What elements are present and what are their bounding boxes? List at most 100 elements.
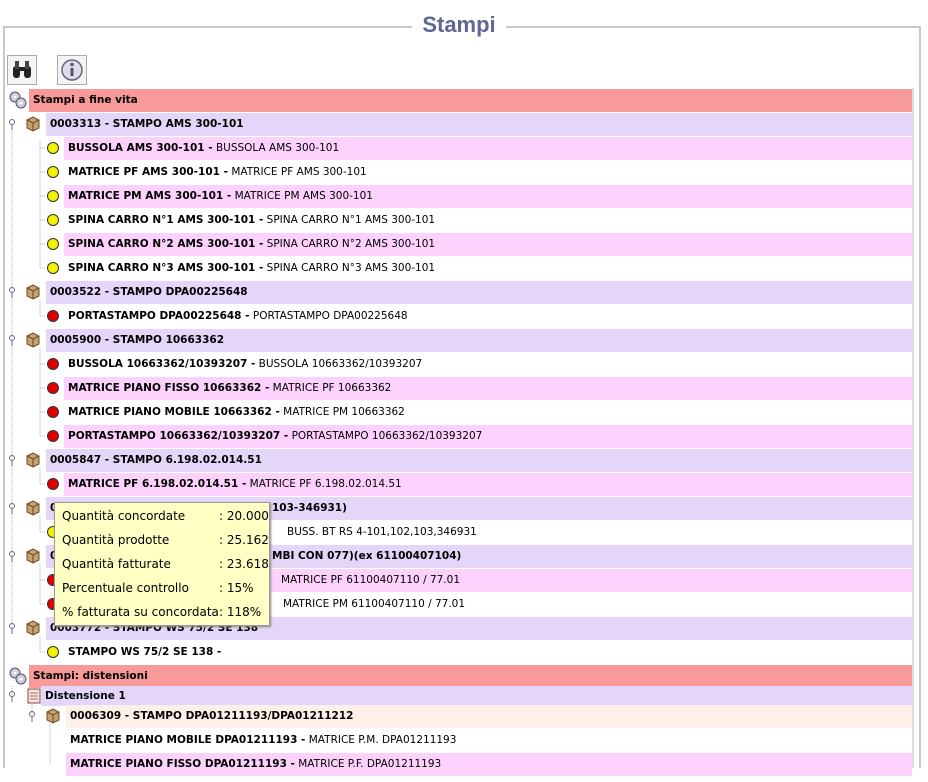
expander[interactable] — [8, 334, 16, 346]
status-dot — [47, 214, 59, 226]
tree-row: 0 — [50, 497, 57, 519]
title: Stampi — [412, 12, 506, 38]
tree-row: Stampi: distensioni — [33, 665, 148, 687]
row-code: 0005847 - STAMPO 6.198.02.014.51 — [50, 454, 262, 466]
tree-row: 0005900 - STAMPO 10663362 — [50, 329, 224, 351]
status-dot — [47, 382, 59, 394]
row-code: SPINA CARRO N°3 AMS 300-101 - — [68, 262, 264, 274]
row-code: SPINA CARRO N°2 AMS 300-101 - — [68, 238, 264, 250]
row-description: SPINA CARRO N°3 AMS 300-101 — [266, 262, 436, 274]
tree-row: MATRICE PF AMS 300-101 - MATRICE PF AMS … — [68, 161, 367, 183]
tree-row: 0 — [50, 545, 57, 567]
info-button[interactable] — [57, 55, 87, 85]
row-code: MATRICE PF AMS 300-101 - — [68, 166, 228, 178]
row-description: PORTASTAMPO 10663362/10393207 — [291, 430, 483, 442]
box-icon — [26, 548, 40, 564]
box-icon — [26, 284, 40, 300]
status-dot — [47, 478, 59, 490]
binoculars-icon — [13, 61, 31, 78]
row-description: BUSSOLA 10663362/10393207 — [258, 358, 423, 370]
row-code: BUSSOLA 10663362/10393207 - — [68, 358, 256, 370]
search-button[interactable] — [7, 55, 37, 85]
tooltip-label: % fatturata su concordata — [62, 605, 219, 619]
row-description: MATRICE P.M. DPA01211193 — [308, 734, 457, 746]
row-code: 0 — [50, 550, 57, 562]
row-code: BUSSOLA AMS 300-101 - — [68, 142, 213, 154]
tree-row: PORTASTAMPO DPA00225648 - PORTASTAMPO DP… — [68, 305, 408, 327]
tooltip-value: : 118% — [219, 605, 262, 619]
tooltip-value: : 15% — [219, 581, 254, 595]
tooltip-label: Quantità prodotte — [62, 533, 170, 547]
row-background — [64, 208, 912, 232]
box-icon — [26, 452, 40, 468]
row-description: MATRICE PF 10663362 — [272, 382, 392, 394]
row-description: MATRICE PM AMS 300-101 — [234, 190, 373, 202]
row-background — [46, 112, 912, 136]
tree-row: SPINA CARRO N°2 AMS 300-101 - SPINA CARR… — [68, 233, 435, 255]
scrollbar-edge — [912, 88, 914, 768]
row-code: 0003313 - STAMPO AMS 300-101 — [50, 118, 244, 130]
row-background — [64, 136, 912, 160]
row-code: Stampi: distensioni — [33, 670, 148, 682]
row-description: MATRICE PF 6.198.02.014.51 — [249, 478, 402, 490]
row-background — [66, 728, 912, 752]
status-dot — [47, 238, 59, 250]
row-background — [64, 472, 912, 496]
expander[interactable] — [8, 622, 16, 634]
row-background — [46, 328, 912, 352]
row-code: STAMPO WS 75/2 SE 138 - — [68, 646, 222, 658]
status-dot — [47, 430, 59, 442]
row-code: 0006309 - STAMPO DPA01211193/DPA01211212 — [70, 710, 354, 722]
tooltip-label: Quantità concordate — [62, 509, 186, 523]
tooltip-value: : 20.000 — [219, 509, 269, 523]
row-fragment: MBI CON 077)(ex 61100407104) — [272, 550, 462, 562]
row-background — [64, 640, 912, 664]
row-background — [64, 520, 912, 544]
expander[interactable] — [8, 454, 16, 466]
status-dot — [47, 166, 59, 178]
tree-row: STAMPO WS 75/2 SE 138 - — [68, 641, 221, 663]
row-code: MATRICE PIANO MOBILE 10663362 - — [68, 406, 280, 418]
doc-icon — [27, 688, 41, 704]
row-background — [29, 664, 912, 688]
row-description: MATRICE PF AMS 300-101 — [231, 166, 367, 178]
box-icon — [26, 332, 40, 348]
row-description: SPINA CARRO N°1 AMS 300-101 — [266, 214, 436, 226]
expander[interactable] — [8, 118, 16, 130]
row-background — [64, 376, 912, 400]
tree-row: BUSSOLA AMS 300-101 - BUSSOLA AMS 300-10… — [68, 137, 339, 159]
expander[interactable] — [8, 286, 16, 298]
tooltip-value: : 23.618 — [219, 557, 269, 571]
tree-row: MATRICE PM AMS 300-101 - MATRICE PM AMS … — [68, 185, 373, 207]
row-background — [64, 352, 912, 376]
row-description: BUSSOLA AMS 300-101 — [215, 142, 340, 154]
row-background — [66, 752, 912, 776]
tree-row: 0003313 - STAMPO AMS 300-101 — [50, 113, 244, 135]
row-background — [46, 280, 912, 304]
expander[interactable] — [28, 710, 36, 722]
tree-row: SPINA CARRO N°3 AMS 300-101 - SPINA CARR… — [68, 257, 435, 279]
box-icon — [26, 116, 40, 132]
row-code: MATRICE PIANO MOBILE DPA01211193 - — [70, 734, 306, 746]
row-background — [66, 704, 912, 728]
row-background — [64, 256, 912, 280]
row-code: MATRICE PM AMS 300-101 - — [68, 190, 232, 202]
row-fragment: BUSS. BT RS 4-101,102,103,346931 — [287, 526, 477, 538]
tree-row: 0003522 - STAMPO DPA00225648 — [50, 281, 248, 303]
row-background — [64, 160, 912, 184]
expander[interactable] — [8, 550, 16, 562]
gears-icon — [9, 91, 27, 109]
row-fragment: 103-346931) — [272, 502, 347, 514]
row-background — [64, 592, 912, 616]
row-code: MATRICE PIANO FISSO DPA01211193 - — [70, 758, 295, 770]
tree-row: MATRICE PIANO FISSO 10663362 - MATRICE P… — [68, 377, 391, 399]
row-code: SPINA CARRO N°1 AMS 300-101 - — [68, 214, 264, 226]
row-description: MATRICE PM 10663362 — [283, 406, 405, 418]
row-code: MATRICE PIANO FISSO 10663362 - — [68, 382, 270, 394]
tree-row: PORTASTAMPO 10663362/10393207 - PORTASTA… — [68, 425, 482, 447]
expander[interactable] — [8, 502, 16, 514]
expander[interactable] — [8, 690, 16, 702]
status-dot — [47, 142, 59, 154]
